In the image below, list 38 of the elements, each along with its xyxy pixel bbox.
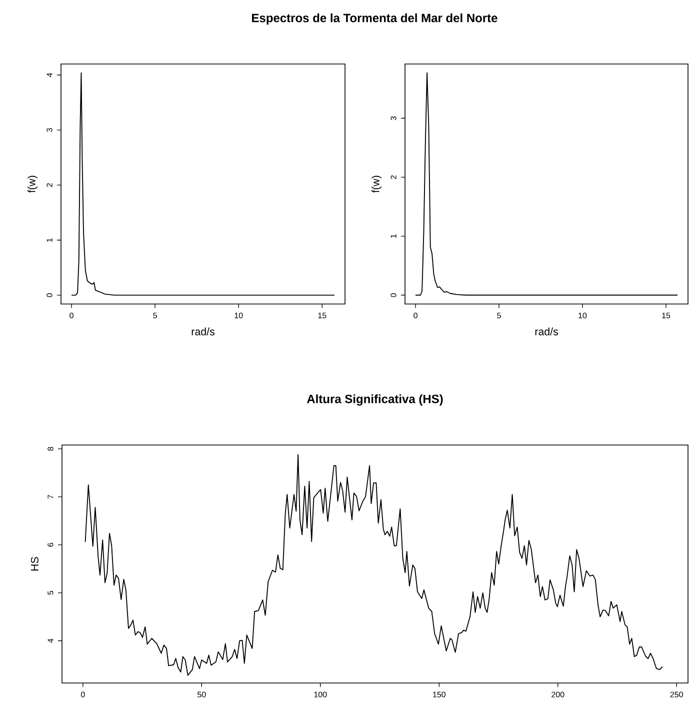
text: Espectros de la Tormenta del Mar del Norte (252, 13, 498, 25)
line-series (71, 72, 335, 296)
y-axis-title: f(w) (372, 176, 382, 193)
x-tick-label: 0 (414, 312, 418, 318)
y-axis-title: HS (30, 557, 38, 571)
y-tick-label: 8 (48, 446, 54, 451)
y-tick-label: 5 (48, 590, 54, 595)
x-tick-label: 0 (80, 692, 85, 698)
x-tick-label: 250 (670, 692, 683, 698)
y-tick-label: 6 (48, 542, 54, 547)
y-tick-label: 3 (390, 116, 396, 120)
y-tick-label: 3 (46, 128, 52, 132)
x-tick-label: 0 (70, 312, 74, 318)
y-tick-label: 4 (46, 73, 52, 78)
x-tick-label: 15 (662, 312, 670, 318)
x-tick-label: 10 (234, 312, 243, 318)
x-tick-label: 200 (552, 692, 564, 698)
y-tick-label: 1 (46, 238, 52, 242)
x-axis-title: rad/s (535, 328, 558, 336)
y-tick-label: 7 (48, 494, 54, 499)
y-tick-label: 0 (390, 293, 396, 298)
y-tick-label: 2 (46, 183, 52, 187)
x-tick-label: 5 (497, 312, 501, 318)
chart-title: Altura Significativa (HS) (306, 394, 443, 406)
y-tick-label: 4 (48, 638, 54, 643)
y-axis-title: f(w) (28, 176, 38, 193)
line-series (415, 72, 678, 296)
x-tick-label: 10 (578, 312, 587, 318)
y-tick-label: 1 (390, 234, 396, 238)
x-axis-title: rad/s (192, 328, 214, 336)
line-series (84, 454, 663, 676)
x-tick-label: 50 (198, 692, 206, 698)
x-tick-label: 150 (433, 692, 446, 698)
y-tick-label: 0 (46, 293, 52, 298)
x-tick-label: 5 (153, 312, 157, 318)
y-tick-label: 2 (390, 175, 396, 180)
x-tick-label: 15 (318, 312, 326, 318)
x-tick-label: 100 (314, 692, 327, 698)
